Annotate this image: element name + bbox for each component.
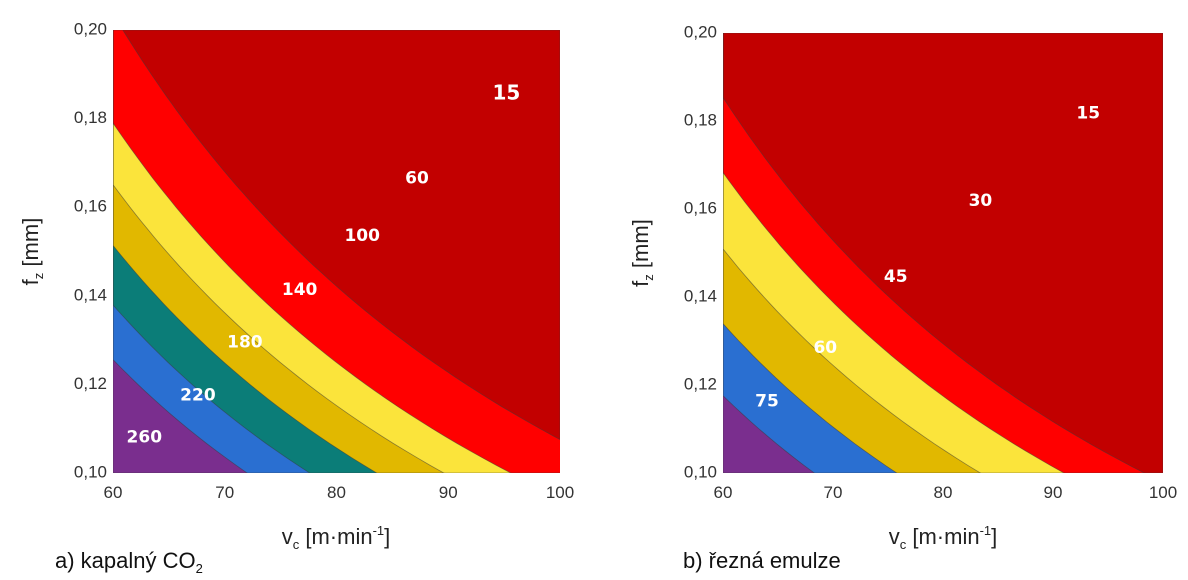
contour-chart-2: 75 60 45 30 15 60 70 80 90 100 0,10 0,12 0,14 0,16 0,1… (628, 22, 1177, 573)
contour-bands (113, 30, 560, 473)
y-axis-label: fz [mm] (628, 219, 656, 287)
contour-label: 60 (405, 168, 429, 188)
chart-caption: b) řezná emulze (683, 548, 841, 573)
y-tick-label: 0,18 (74, 108, 107, 127)
chart-caption: a) kapalný CO2 (55, 548, 203, 576)
x-tick-label: 70 (215, 483, 234, 502)
y-tick-label: 0,20 (684, 22, 717, 41)
y-tick-label: 0,20 (74, 19, 107, 38)
x-tick-label: 60 (104, 483, 123, 502)
x-tick-label: 60 (714, 483, 733, 502)
contour-label: 180 (227, 332, 263, 352)
x-tick-label: 100 (1149, 483, 1177, 502)
y-tick-label: 0,18 (684, 110, 717, 129)
contour-label: 45 (884, 267, 908, 287)
y-tick-label: 0,14 (74, 285, 107, 304)
x-axis-label: vc [m·min-1] (282, 523, 391, 552)
x-tick-label: 80 (934, 483, 953, 502)
contour-label: 220 (180, 385, 216, 405)
y-tick-label: 0,10 (74, 462, 107, 481)
x-axis-label: vc [m·min-1] (889, 523, 998, 552)
contour-label: 140 (282, 280, 318, 300)
y-tick-label: 0,14 (684, 286, 717, 305)
contour-band-purple (113, 30, 248, 473)
y-tick-label: 0,12 (684, 374, 717, 393)
x-tick-label: 70 (824, 483, 843, 502)
y-tick-label: 0,12 (74, 374, 107, 393)
contour-bands (723, 33, 1163, 473)
contour-label: 60 (813, 338, 837, 358)
contour-label: 260 (127, 428, 163, 448)
x-tick-label: 80 (327, 483, 346, 502)
contour-band-purple (723, 33, 815, 473)
x-tick-label: 90 (1044, 483, 1063, 502)
contour-chart-1: 260 220 180 140 100 60 15 60 70 80 90 100 0,10 0,12 0,… (18, 19, 574, 576)
contour-band-teal (113, 30, 378, 473)
y-tick-label: 0,16 (74, 197, 107, 216)
contour-label: 15 (492, 81, 520, 105)
contour-label: 30 (969, 191, 993, 211)
y-axis-label: fz [mm] (18, 218, 46, 286)
x-tick-label: 90 (439, 483, 458, 502)
y-tick-label: 0,10 (684, 462, 717, 481)
contour-label: 100 (344, 226, 380, 246)
contour-label: 15 (1076, 104, 1100, 124)
x-tick-label: 100 (546, 483, 574, 502)
y-tick-label: 0,16 (684, 198, 717, 217)
contour-band-blue (113, 30, 311, 473)
contour-label: 75 (755, 391, 779, 411)
